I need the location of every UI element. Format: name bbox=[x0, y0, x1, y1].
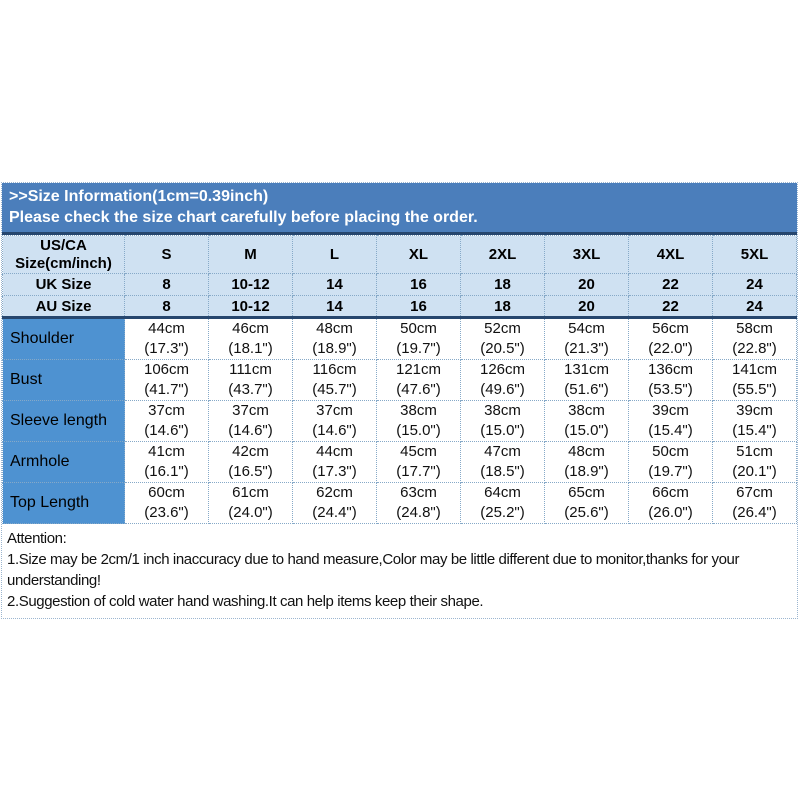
measurement-cell: 38cm (15.0") bbox=[376, 400, 461, 442]
measurement-cell: 38cm (15.0") bbox=[544, 400, 629, 442]
uk-size-value: 8 bbox=[124, 273, 209, 296]
uk-size-row: UK Size 8 10-12 14 16 18 20 22 24 bbox=[2, 273, 797, 296]
size-col-header-m: M bbox=[208, 235, 293, 274]
measurement-cell: 37cm (14.6") bbox=[292, 400, 377, 442]
measurement-cell: 136cm (53.5") bbox=[628, 359, 713, 401]
uk-size-value: 16 bbox=[376, 273, 461, 296]
measurement-cell: 44cm (17.3") bbox=[292, 441, 377, 483]
measurement-cell: 131cm (51.6") bbox=[544, 359, 629, 401]
size-header-row: US/CA Size(cm/inch) S M L XL 2XL 3XL 4XL… bbox=[2, 235, 797, 274]
table-row-shoulder: Shoulder 44cm (17.3") 46cm (18.1") 48cm (18… bbox=[2, 317, 797, 360]
measurement-cell: 141cm (55.5") bbox=[712, 359, 797, 401]
uk-size-value: 10-12 bbox=[208, 273, 293, 296]
measurement-cell: 64cm (25.2") bbox=[460, 482, 545, 524]
size-col-header-2xl: 2XL bbox=[460, 235, 545, 274]
measurement-cell: 45cm (17.7") bbox=[376, 441, 461, 483]
size-col-header-4xl: 4XL bbox=[628, 235, 713, 274]
measurement-cell: 37cm (14.6") bbox=[208, 400, 293, 442]
attention-note-1: 1.Size may be 2cm/1 inch inaccuracy due … bbox=[7, 551, 740, 568]
measurement-cell: 39cm (15.4") bbox=[628, 400, 713, 442]
measurement-cell: 46cm (18.1") bbox=[208, 317, 293, 360]
size-info-banner: >>Size Information(1cm=0.39inch) Please … bbox=[2, 183, 797, 235]
measurement-cell: 61cm (24.0") bbox=[208, 482, 293, 524]
au-size-value: 16 bbox=[376, 295, 461, 319]
au-size-value: 14 bbox=[292, 295, 377, 319]
measurement-cell: 60cm (23.6") bbox=[124, 482, 209, 524]
measurement-cell: 66cm (26.0") bbox=[628, 482, 713, 524]
measurement-cell: 62cm (24.4") bbox=[292, 482, 377, 524]
measurement-cell: 50cm (19.7") bbox=[376, 317, 461, 360]
au-size-value: 22 bbox=[628, 295, 713, 319]
banner-title: >>Size Information(1cm=0.39inch) bbox=[9, 188, 269, 205]
measurement-label: Armhole bbox=[2, 441, 125, 483]
attention-title: Attention: bbox=[7, 530, 67, 547]
measurement-cell: 48cm (18.9") bbox=[544, 441, 629, 483]
measurement-cell: 106cm (41.7") bbox=[124, 359, 209, 401]
corner-header: US/CA Size(cm/inch) bbox=[2, 235, 125, 274]
size-col-header-5xl: 5XL bbox=[712, 235, 797, 274]
measurement-cell: 51cm (20.1") bbox=[712, 441, 797, 483]
measurement-cell: 111cm (43.7") bbox=[208, 359, 293, 401]
measurement-cell: 50cm (19.7") bbox=[628, 441, 713, 483]
uk-size-value: 22 bbox=[628, 273, 713, 296]
measurement-cell: 47cm (18.5") bbox=[460, 441, 545, 483]
measurement-cell: 52cm (20.5") bbox=[460, 317, 545, 360]
uk-size-value: 18 bbox=[460, 273, 545, 296]
attention-section: Attention: 1.Size may be 2cm/1 inch inac… bbox=[2, 524, 797, 618]
measurement-cell: 121cm (47.6") bbox=[376, 359, 461, 401]
uk-size-value: 20 bbox=[544, 273, 629, 296]
au-size-value: 10-12 bbox=[208, 295, 293, 319]
measurement-label: Top Length bbox=[2, 482, 125, 524]
table-row-bust: Bust 106cm (41.7") 111cm (43.7") 116cm (45.… bbox=[2, 359, 797, 401]
attention-note-1-cont: understanding! bbox=[7, 572, 101, 589]
uk-size-value: 24 bbox=[712, 273, 797, 296]
measurement-cell: 41cm (16.1") bbox=[124, 441, 209, 483]
size-col-header-l: L bbox=[292, 235, 377, 274]
table-row-sleeve-length: Sleeve length 37cm (14.6") 37cm (14.6") 37… bbox=[2, 400, 797, 442]
measurement-cell: 65cm (25.6") bbox=[544, 482, 629, 524]
measurement-cell: 37cm (14.6") bbox=[124, 400, 209, 442]
au-size-value: 8 bbox=[124, 295, 209, 319]
table-row-armhole: Armhole 41cm (16.1") 42cm (16.5") 44cm (17.… bbox=[2, 441, 797, 483]
measurement-cell: 67cm (26.4") bbox=[712, 482, 797, 524]
au-size-value: 18 bbox=[460, 295, 545, 319]
uk-size-value: 14 bbox=[292, 273, 377, 296]
measurement-label: Sleeve length bbox=[2, 400, 125, 442]
measurement-cell: 126cm (49.6") bbox=[460, 359, 545, 401]
au-size-label: AU Size bbox=[2, 295, 125, 319]
measurement-cell: 39cm (15.4") bbox=[712, 400, 797, 442]
measurement-label: Bust bbox=[2, 359, 125, 401]
measurement-cell: 48cm (18.9") bbox=[292, 317, 377, 360]
measurement-cell: 38cm (15.0") bbox=[460, 400, 545, 442]
table-row-top-length: Top Length 60cm (23.6") 61cm (24.0") 62cm(… bbox=[2, 482, 797, 524]
size-chart-sheet: >>Size Information(1cm=0.39inch) Please … bbox=[1, 182, 798, 619]
measurement-cell: 116cm (45.7") bbox=[292, 359, 377, 401]
measurement-cell: 42cm (16.5") bbox=[208, 441, 293, 483]
size-col-header-s: S bbox=[124, 235, 209, 274]
banner-subtitle: Please check the size chart carefully be… bbox=[9, 209, 478, 226]
size-col-header-3xl: 3XL bbox=[544, 235, 629, 274]
measurement-cell: 63cm (24.8") bbox=[376, 482, 461, 524]
measurement-label: Shoulder bbox=[2, 317, 125, 360]
size-table: US/CA Size(cm/inch) S M L XL 2XL 3XL 4XL… bbox=[2, 235, 797, 524]
au-size-value: 20 bbox=[544, 295, 629, 319]
size-col-header-xl: XL bbox=[376, 235, 461, 274]
uk-size-label: UK Size bbox=[2, 273, 125, 296]
measurement-cell: 44cm (17.3") bbox=[124, 317, 209, 360]
au-size-row: AU Size 8 10-12 14 16 18 20 22 24 bbox=[2, 295, 797, 319]
au-size-value: 24 bbox=[712, 295, 797, 319]
measurement-cell: 54cm (21.3") bbox=[544, 317, 629, 360]
measurement-cell: 58cm (22.8") bbox=[712, 317, 797, 360]
attention-note-2: 2.Suggestion of cold water hand washing.… bbox=[7, 593, 484, 610]
measurement-cell: 56cm (22.0") bbox=[628, 317, 713, 360]
